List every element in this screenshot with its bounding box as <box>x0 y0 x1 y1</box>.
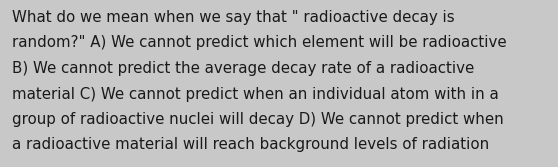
Text: random?" A) We cannot predict which element will be radioactive: random?" A) We cannot predict which elem… <box>12 36 507 50</box>
Text: material C) We cannot predict when an individual atom with in a: material C) We cannot predict when an in… <box>12 87 499 102</box>
Text: B) We cannot predict the average decay rate of a radioactive: B) We cannot predict the average decay r… <box>12 61 474 76</box>
Text: group of radioactive nuclei will decay D) We cannot predict when: group of radioactive nuclei will decay D… <box>12 112 504 127</box>
Text: a radioactive material will reach background levels of radiation: a radioactive material will reach backgr… <box>12 137 489 152</box>
Text: What do we mean when we say that " radioactive decay is: What do we mean when we say that " radio… <box>12 10 455 25</box>
